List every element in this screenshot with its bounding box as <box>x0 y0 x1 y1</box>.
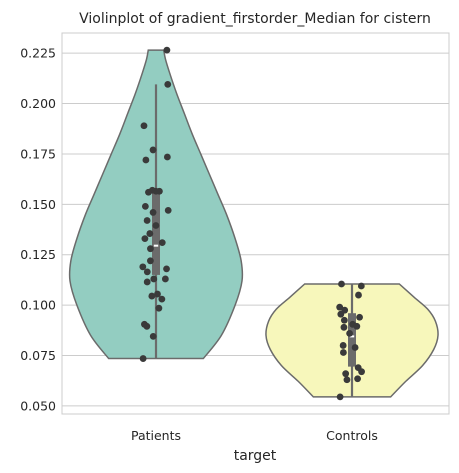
median-marker <box>349 335 355 338</box>
data-point <box>158 295 166 303</box>
data-point <box>139 263 147 271</box>
data-point <box>358 368 365 376</box>
data-point <box>155 304 163 312</box>
data-point <box>142 156 150 164</box>
data-point <box>148 292 156 300</box>
data-point <box>150 275 158 283</box>
data-point <box>143 322 151 330</box>
data-point <box>342 370 350 378</box>
chart-title: Violinplot of gradient_firstorder_Median… <box>79 11 431 27</box>
data-point <box>145 188 152 196</box>
data-point <box>355 291 362 299</box>
median-marker <box>153 244 159 247</box>
data-point <box>147 245 154 253</box>
data-point <box>337 310 345 318</box>
data-point <box>152 222 160 229</box>
iqr-box <box>152 191 160 275</box>
y-tick-label: 0.225 <box>20 46 56 61</box>
data-point <box>336 303 344 311</box>
data-point <box>154 290 161 298</box>
data-point <box>343 376 351 384</box>
data-point <box>146 230 154 237</box>
y-tick-label: 0.100 <box>20 298 56 313</box>
y-tick-labels: 0.050 0.075 0.100 0.125 0.150 0.175 0.200 0.225 <box>20 46 56 414</box>
data-point <box>164 81 172 88</box>
data-point <box>149 332 157 340</box>
data-point <box>351 344 359 351</box>
data-point <box>354 375 361 383</box>
data-point <box>339 349 347 356</box>
violins <box>68 49 439 398</box>
data-point <box>163 153 171 161</box>
data-point <box>353 322 361 330</box>
data-point <box>139 355 147 362</box>
data-point <box>164 207 172 214</box>
data-point <box>356 313 363 321</box>
y-tick-label: 0.125 <box>20 247 56 262</box>
data-point <box>141 202 149 210</box>
iqr-box <box>348 313 356 367</box>
data-point <box>346 329 353 337</box>
plot-frame <box>61 32 450 415</box>
data-point <box>340 316 348 324</box>
data-point <box>141 235 149 243</box>
data-point <box>338 280 345 288</box>
data-point <box>163 46 171 54</box>
data-point <box>143 278 151 286</box>
data-point <box>158 239 166 247</box>
data-point <box>147 257 154 265</box>
data-point <box>149 146 157 154</box>
y-tick-label: 0.150 <box>20 197 56 212</box>
data-point <box>340 323 348 331</box>
data-point <box>336 393 344 401</box>
y-tick-label: 0.075 <box>20 348 56 363</box>
x-tick-label: Patients <box>131 428 181 443</box>
data-point <box>357 282 365 290</box>
y-tick-label: 0.175 <box>20 146 56 161</box>
data-point <box>149 209 157 216</box>
data-point <box>163 265 170 273</box>
data-point <box>156 187 163 195</box>
x-tick-label: Controls <box>326 428 378 443</box>
data-point <box>140 122 148 130</box>
data-point <box>161 275 169 283</box>
inner-boxes <box>152 84 356 397</box>
y-tick-label: 0.200 <box>20 96 56 111</box>
data-point <box>339 342 347 349</box>
data-point <box>143 268 151 276</box>
data-point <box>143 217 151 224</box>
strip-points <box>139 46 365 401</box>
y-tick-label: 0.050 <box>20 398 56 413</box>
x-tick-labels: Patients Controls <box>131 428 378 443</box>
x-axis-label: target <box>234 448 277 464</box>
